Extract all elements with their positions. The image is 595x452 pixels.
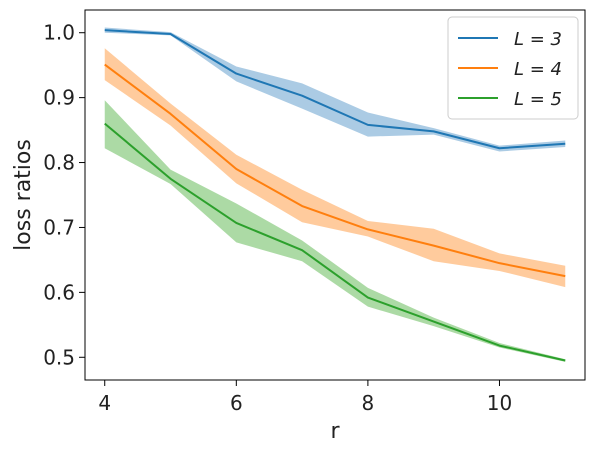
x-tick-label: 10 [487,391,512,415]
plot-frame [84,9,586,381]
x-tick-label: 4 [98,391,111,415]
y-axis: 0.5 0.6 0.7 0.8 0.9 1.0 [43,21,85,369]
band-series-1 [104,27,566,152]
y-tick-label: 0.7 [43,215,75,239]
line-series-2 [104,63,566,278]
legend-label-3: L = 5 [514,89,562,110]
legend-label-2: L = 4 [514,59,562,80]
line-series-1 [104,29,566,150]
y-axis-label: loss ratios [11,139,36,251]
x-axis: 4 6 8 10 [98,380,512,415]
x-tick-label: 6 [230,391,243,415]
band-series-3 [104,100,566,362]
y-tick-label: 0.8 [43,151,75,175]
legend: L = 3 L = 4 L = 5 [447,16,579,120]
y-tick-label: 1.0 [43,21,75,45]
x-tick-label: 8 [362,391,375,415]
series-lines [104,29,566,362]
y-tick-label: 0.9 [43,86,75,110]
x-axis-label: r [330,419,340,444]
confidence-bands [104,27,566,362]
band-series-2 [104,48,566,288]
legend-frame [447,16,579,120]
line-series-3 [104,122,566,362]
y-tick-label: 0.6 [43,280,75,304]
legend-label-1: L = 3 [514,29,562,50]
y-tick-label: 0.5 [43,345,75,369]
